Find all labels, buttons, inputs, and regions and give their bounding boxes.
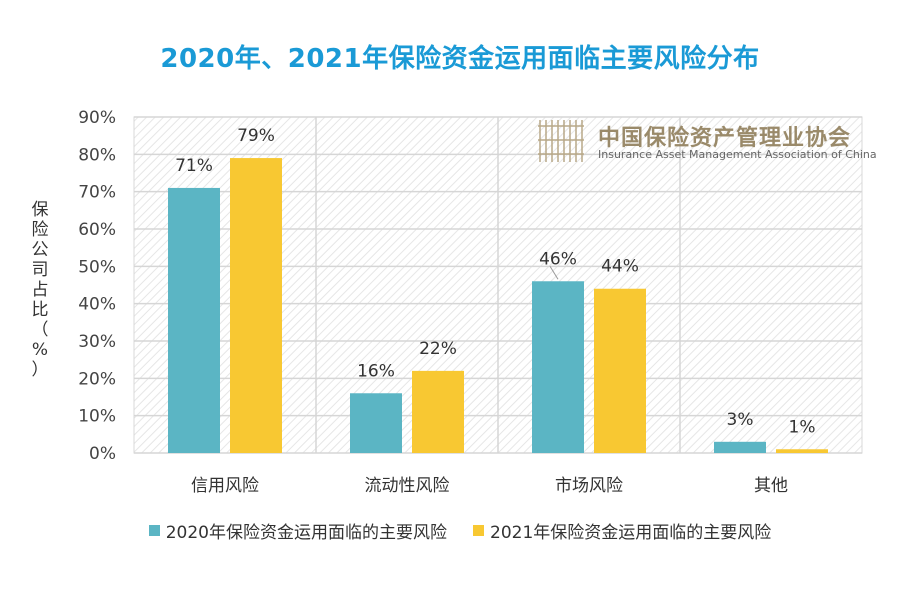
y-tick-label: 90%	[78, 108, 116, 128]
watermark-text-en: Insurance Asset Management Association o…	[598, 148, 877, 161]
data-label: 3%	[727, 410, 754, 430]
category-label: 市场风险	[555, 476, 623, 496]
legend-item-2020: 2020年保险资金运用面临的主要风险	[148, 518, 447, 543]
bar-2020-3	[714, 441, 766, 453]
watermark-text-cn: 中国保险资产管理业协会	[598, 126, 852, 151]
y-axis-label-char: ）	[31, 360, 49, 380]
data-labels: 71% 79% 16% 22% 46% 44% 3% 1%	[175, 126, 815, 437]
legend-label-2020: 2020年保险资金运用面临的主要风险	[165, 523, 447, 543]
y-tick-label: 30%	[78, 332, 116, 352]
data-label: 16%	[357, 361, 395, 381]
y-axis-label: 保险公司占比（%）	[28, 200, 52, 380]
data-label: 46%	[539, 249, 577, 269]
data-label: 22%	[419, 339, 457, 359]
y-tick-label: 40%	[78, 295, 116, 315]
y-tick-label: 0%	[89, 444, 116, 464]
y-axis-label-char: 保	[31, 200, 49, 220]
bar-2021-1	[412, 370, 464, 453]
category-label: 其他	[754, 476, 788, 496]
data-label: 71%	[175, 156, 213, 176]
y-tick-label: 10%	[78, 407, 116, 427]
y-tick-label: 80%	[78, 145, 116, 165]
bar-2020-1	[350, 393, 402, 453]
category-label: 信用风险	[191, 476, 259, 496]
y-tick-label: 20%	[78, 369, 116, 389]
y-axis-label-char: %	[31, 340, 49, 360]
bar-2020-0	[168, 187, 220, 453]
bars	[168, 158, 828, 454]
chart-title: 2020年、2021年保险资金运用面临主要风险分布	[160, 44, 760, 74]
y-axis-label-char: 占	[31, 280, 49, 300]
category-label: 流动性风险	[365, 476, 450, 496]
label-leader-line	[549, 266, 559, 280]
y-axis-label-char: （	[31, 320, 49, 340]
association-logo-icon	[538, 120, 584, 162]
bar-2021-0	[230, 158, 282, 454]
legend-swatch-2021	[473, 525, 484, 536]
bar-2021-2	[594, 288, 646, 453]
watermark-logo: 中国保险资产管理业协会 Insurance Asset Management A…	[536, 118, 877, 164]
bar-2021-3	[776, 449, 828, 453]
legend-swatch-2020	[148, 525, 160, 536]
legend-label-2021: 2021年保险资金运用面临的主要风险	[490, 523, 772, 543]
y-tick-label: 60%	[78, 220, 116, 240]
bar-2020-2	[532, 281, 584, 453]
data-label: 79%	[237, 126, 275, 146]
y-axis-label-char: 公	[31, 240, 49, 260]
category-labels: 信用风险 流动性风险 市场风险 其他	[191, 476, 788, 496]
y-tick-label: 70%	[78, 183, 116, 203]
legend-item-2021: 2021年保险资金运用面临的主要风险	[473, 518, 771, 543]
data-label: 1%	[789, 417, 816, 437]
y-axis-label-char: 比	[31, 300, 49, 320]
data-label: 44%	[601, 257, 639, 277]
y-axis-label-char: 险	[31, 220, 49, 240]
y-axis-label-char: 司	[31, 260, 49, 280]
y-axis-ticks: 0% 10% 20% 30% 40% 50% 60% 70% 80% 90%	[78, 108, 116, 464]
legend: 2020年保险资金运用面临的主要风险 2021年保险资金运用面临的主要风险	[0, 518, 920, 543]
y-tick-label: 50%	[78, 257, 116, 277]
